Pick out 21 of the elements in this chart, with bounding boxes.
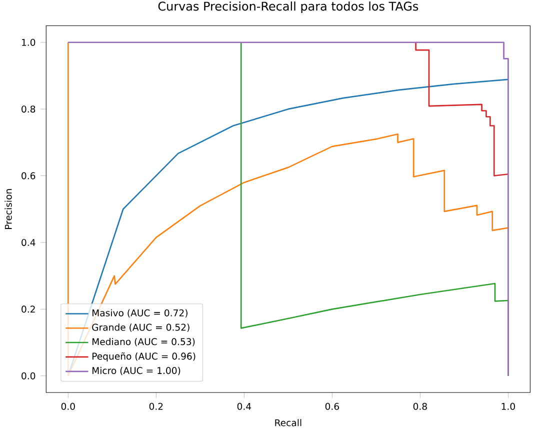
legend-label: Mediano (AUC = 0.53): [92, 338, 195, 346]
y-tick-label: 0.8: [22, 105, 36, 112]
x-tick-label: 0.4: [237, 402, 252, 410]
x-tick-label: 1.0: [502, 402, 515, 410]
chart-title: Curvas Precision-Recall para todos los TAGs: [158, 1, 418, 13]
x-tick-label: 0.0: [61, 402, 75, 410]
y-tick-label: 0.2: [22, 306, 35, 313]
y-axis-title: Precision: [4, 189, 12, 229]
x-tick-label: 0.6: [325, 402, 339, 410]
x-tick-label: 0.2: [149, 402, 163, 410]
y-tick-label: 1.0: [22, 38, 36, 46]
x-axis-title: Recall: [275, 418, 302, 426]
legend-label: Grande (AUC = 0.52): [92, 323, 190, 332]
y-tick-label: 0.0: [22, 372, 36, 380]
x-tick-label: 0.8: [413, 402, 427, 410]
line-series: [415, 42, 509, 176]
y-tick-label: 0.6: [22, 172, 36, 180]
y-tick-label: 0.4: [22, 238, 36, 246]
legend-label: Masivo (AUC = 0.72): [92, 309, 188, 318]
legend-label: Micro (AUC = 1.00): [92, 366, 180, 376]
legend-label: Pequeño (AUC = 0.96): [92, 352, 196, 362]
